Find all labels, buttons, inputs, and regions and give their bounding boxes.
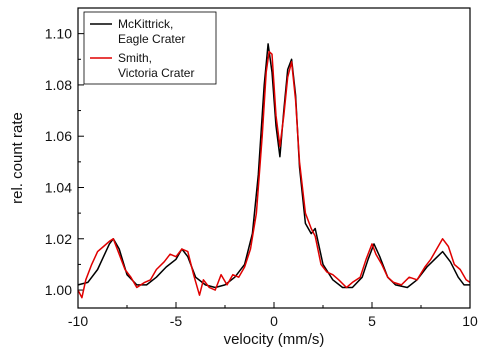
y-ticks: 1.00 1.02 1.04 1.06 1.08 1.10 — [45, 26, 84, 298]
x-tick-label: 0 — [270, 313, 278, 329]
legend-label-mckittrick-line1: McKittrick, — [118, 17, 173, 31]
plot-frame — [77, 7, 471, 309]
legend-label-smith-line1: Smith, — [118, 51, 152, 65]
x-tick-label: 10 — [462, 313, 478, 329]
series-line-mckittrick — [77, 43, 470, 289]
y-tick-label: 1.06 — [45, 128, 72, 144]
x-ticks: -10 -5 0 5 10 — [68, 302, 478, 329]
series-layer — [77, 43, 471, 299]
y-tick-label: 1.04 — [45, 179, 72, 195]
legend: McKittrick, Eagle Crater Smith, Victoria… — [83, 11, 217, 85]
x-tick-label: 5 — [368, 313, 376, 329]
x-tick-label: -10 — [68, 313, 88, 329]
x-axis-label: velocity (mm/s) — [224, 331, 325, 347]
x-tick-label: -5 — [170, 313, 183, 329]
series-line-smith — [77, 50, 471, 299]
y-tick-label: 1.02 — [45, 231, 72, 247]
y-tick-label: 1.00 — [45, 282, 72, 298]
legend-label-smith-line2: Victoria Crater — [118, 66, 194, 80]
legend-label-mckittrick-line2: Eagle Crater — [118, 32, 185, 46]
y-tick-label: 1.10 — [45, 26, 72, 42]
y-axis-label: rel. count rate — [9, 112, 26, 204]
y-tick-label: 1.08 — [45, 77, 72, 93]
